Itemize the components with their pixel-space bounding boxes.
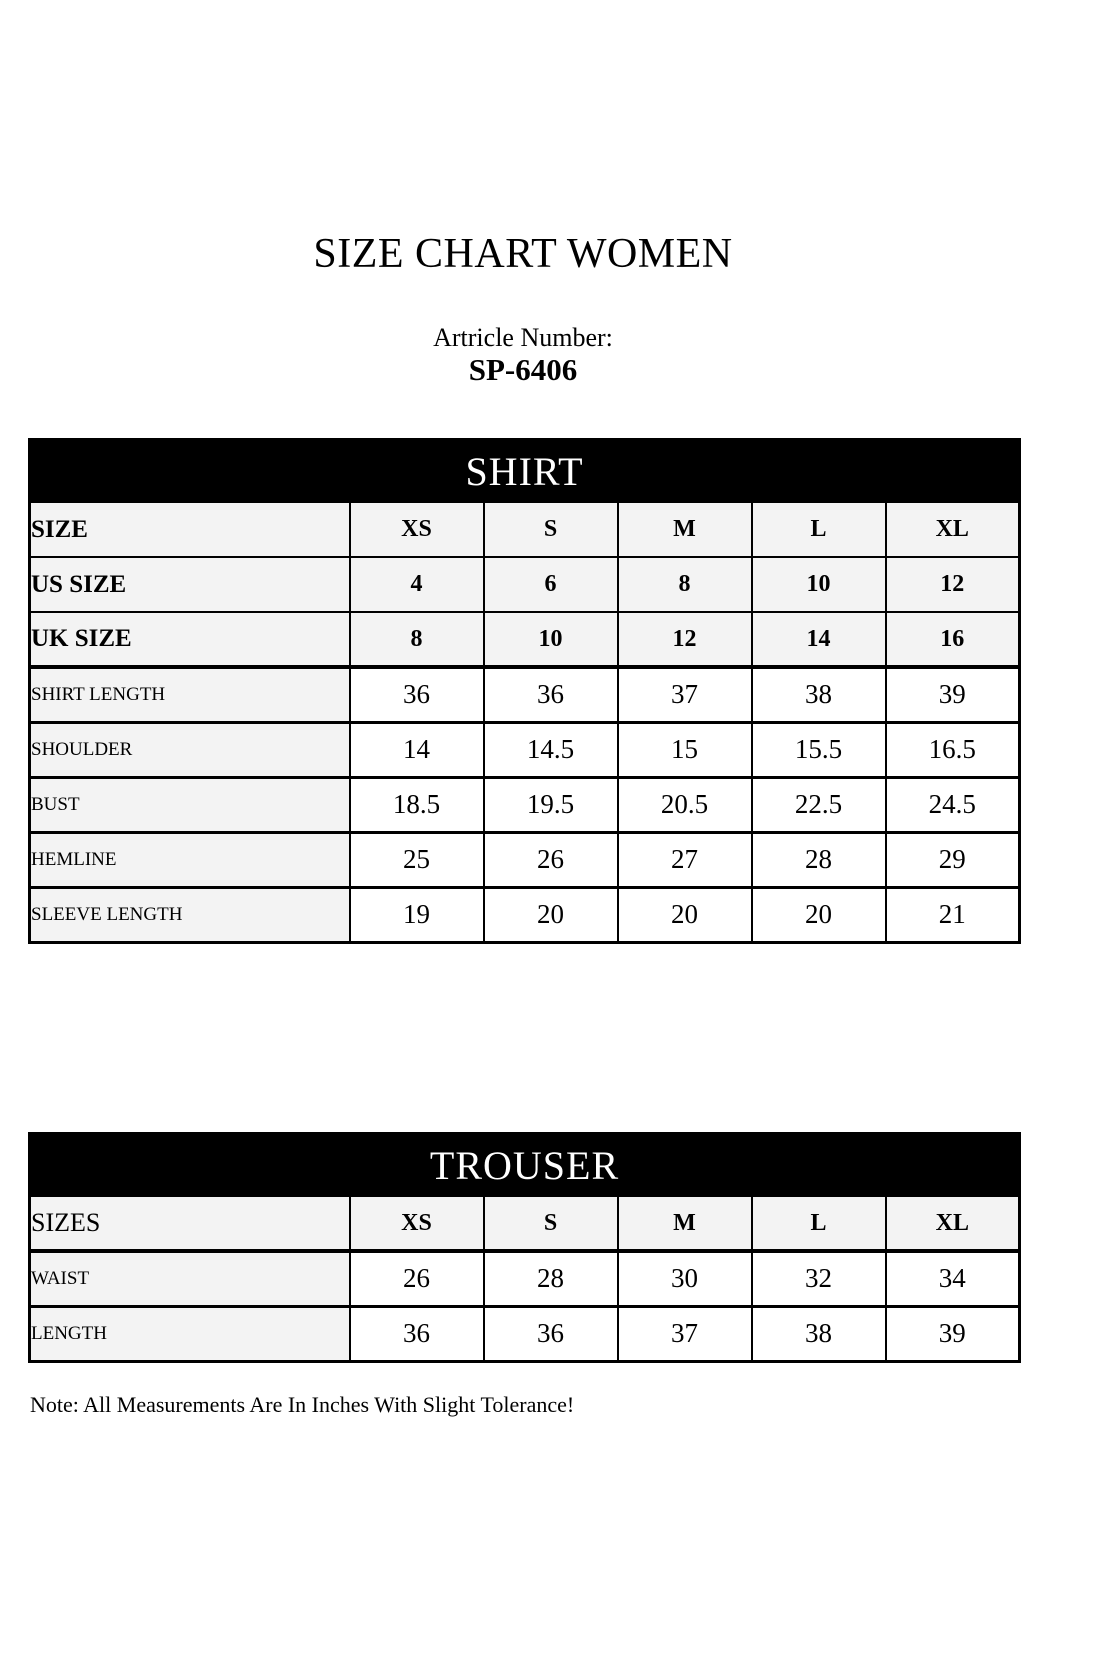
size-value: L [750, 1195, 887, 1252]
size-value: 16 [884, 611, 1021, 668]
measure-value: 20 [616, 885, 753, 943]
row-label: US SIZE [28, 556, 351, 613]
page-title: SIZE CHART WOMEN [313, 231, 733, 277]
table-row-shoulder: SHOULDER 14 14.5 15 15.5 16.5 [28, 720, 1021, 778]
table-row-bust: BUST 18.5 19.5 20.5 22.5 24.5 [28, 775, 1021, 833]
size-value: XL [884, 1195, 1021, 1252]
size-value: S [482, 1195, 619, 1252]
table-row-shirt-length: SHIRT LENGTH 36 36 37 38 39 [28, 665, 1021, 723]
table-row-hemline: HEMLINE 25 26 27 28 29 [28, 830, 1021, 888]
row-label: WAIST [28, 1249, 351, 1307]
row-label: SLEEVE LENGTH [28, 885, 351, 943]
measure-value: 27 [616, 830, 753, 888]
size-value: 14 [750, 611, 887, 668]
trouser-table-header: TROUSER [28, 1132, 1021, 1197]
measure-value: 38 [750, 1304, 887, 1362]
table-row-uk-size: UK SIZE 8 10 12 14 16 [28, 611, 1021, 668]
size-value: XS [348, 501, 485, 558]
measure-value: 16.5 [884, 720, 1021, 778]
size-value: M [616, 501, 753, 558]
measure-value: 26 [348, 1249, 485, 1307]
size-value: M [616, 1195, 753, 1252]
row-label: SHOULDER [28, 720, 351, 778]
trouser-size-table: TROUSER SIZES XS S M L XL WAIST 26 28 30… [28, 1132, 1022, 1363]
shirt-size-table: SHIRT SIZE XS S M L XL US SIZE 4 6 8 10 … [28, 438, 1022, 944]
measure-value: 26 [482, 830, 619, 888]
measure-value: 39 [884, 665, 1021, 723]
note-text: Note: All Measurements Are In Inches Wit… [30, 1392, 575, 1417]
measure-value: 32 [750, 1249, 887, 1307]
size-value: XL [884, 501, 1021, 558]
measure-value: 19 [348, 885, 485, 943]
measure-value: 22.5 [750, 775, 887, 833]
measure-value: 15 [616, 720, 753, 778]
shirt-table-header: SHIRT [28, 438, 1021, 503]
measure-value: 20 [482, 885, 619, 943]
measure-value: 14 [348, 720, 485, 778]
measure-value: 28 [482, 1249, 619, 1307]
measure-value: 28 [750, 830, 887, 888]
measure-value: 36 [482, 1304, 619, 1362]
measure-value: 24.5 [884, 775, 1021, 833]
measure-value: 34 [884, 1249, 1021, 1307]
measure-value: 29 [884, 830, 1021, 888]
measure-value: 38 [750, 665, 887, 723]
size-value: 4 [348, 556, 485, 613]
row-label: BUST [28, 775, 351, 833]
measure-value: 36 [348, 1304, 485, 1362]
table-row-size: SIZE XS S M L XL [28, 501, 1021, 558]
article-number-label: Artricle Number: [433, 323, 613, 352]
measure-value: 15.5 [750, 720, 887, 778]
measure-value: 39 [884, 1304, 1021, 1362]
measure-value: 20 [750, 885, 887, 943]
size-value: 10 [482, 611, 619, 668]
size-value: 8 [616, 556, 753, 613]
row-label: SHIRT LENGTH [28, 665, 351, 723]
table-row-us-size: US SIZE 4 6 8 10 12 [28, 556, 1021, 613]
size-value: L [750, 501, 887, 558]
measure-value: 25 [348, 830, 485, 888]
trouser-table-title: TROUSER [28, 1132, 1021, 1197]
row-label: LENGTH [28, 1304, 351, 1362]
measure-value: 36 [348, 665, 485, 723]
measure-value: 18.5 [348, 775, 485, 833]
table-row-sleeve-length: SLEEVE LENGTH 19 20 20 20 21 [28, 885, 1021, 943]
measure-value: 36 [482, 665, 619, 723]
table-row-waist: WAIST 26 28 30 32 34 [28, 1249, 1021, 1307]
measure-value: 20.5 [616, 775, 753, 833]
measure-value: 37 [616, 665, 753, 723]
size-value: 8 [348, 611, 485, 668]
table-row-sizes: SIZES XS S M L XL [28, 1195, 1021, 1252]
article-number: SP-6406 [468, 352, 578, 387]
size-value: 10 [750, 556, 887, 613]
size-value: 6 [482, 556, 619, 613]
measure-value: 19.5 [482, 775, 619, 833]
size-value: XS [348, 1195, 485, 1252]
row-label: SIZE [28, 501, 351, 558]
row-label: UK SIZE [28, 611, 351, 668]
table-row-length: LENGTH 36 36 37 38 39 [28, 1304, 1021, 1362]
measure-value: 14.5 [482, 720, 619, 778]
measure-value: 37 [616, 1304, 753, 1362]
row-label: HEMLINE [28, 830, 351, 888]
size-value: 12 [884, 556, 1021, 613]
measure-value: 30 [616, 1249, 753, 1307]
shirt-table-title: SHIRT [28, 438, 1021, 503]
measure-value: 21 [884, 885, 1021, 943]
size-value: 12 [616, 611, 753, 668]
row-label: SIZES [28, 1195, 351, 1252]
size-value: S [482, 501, 619, 558]
